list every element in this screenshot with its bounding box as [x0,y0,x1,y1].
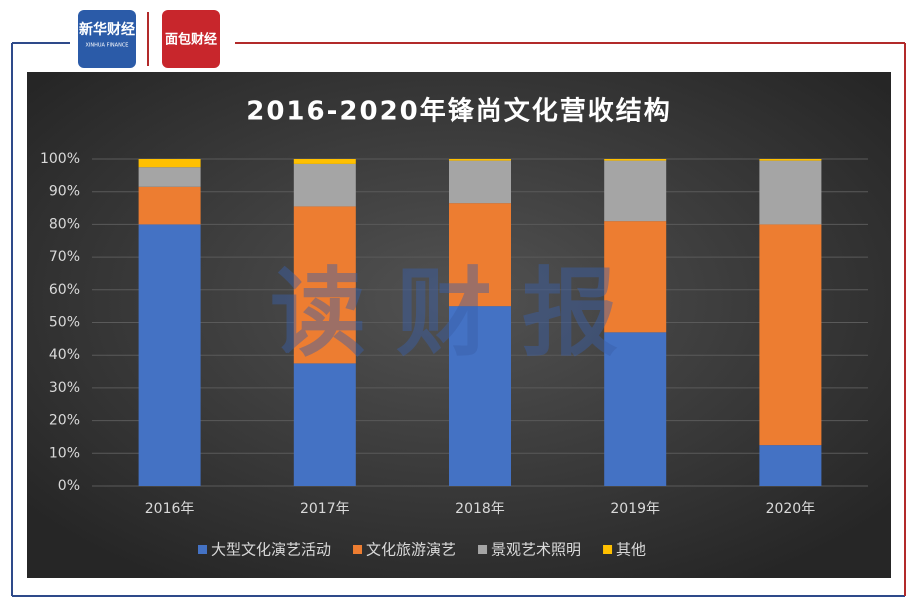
x-tick-label: 2020年 [766,501,816,517]
logo-left-sub: XINHUA FINANCE [86,43,129,49]
y-tick-label: 100% [40,151,80,167]
bar-segment [759,159,822,161]
y-tick-label: 80% [49,216,80,232]
logo-left-text: 新华财经 [79,21,135,38]
legend-swatch [603,545,613,554]
y-tick-label: 90% [49,184,80,200]
logo-right [162,10,220,68]
y-tick-label: 10% [49,445,80,461]
legend-swatch [353,545,363,554]
bar-segment [759,224,822,446]
y-tick-label: 0% [58,478,80,494]
bar-segment [449,160,511,204]
bar-segment [604,332,667,486]
x-tick-label: 2019年 [610,501,660,517]
bar-segment [759,160,822,225]
bar-segment [293,163,356,207]
x-tick-label: 2017年 [300,501,350,517]
bar-segment [449,159,511,161]
y-tick-label: 60% [49,282,80,298]
y-tick-label: 30% [49,380,80,396]
bar-segment [293,206,356,364]
bar-segment [138,159,201,168]
y-tick-label: 50% [49,315,80,331]
bar-segment [293,363,356,486]
legend-label: 其他 [616,541,646,559]
legend-swatch [198,545,207,554]
bar-segment [604,160,667,222]
legend-label: 大型文化演艺活动 [211,541,331,559]
bar-segment [138,167,201,187]
legend-label: 文化旅游演艺 [366,541,456,559]
logo-right-text: 面包财经 [165,32,217,48]
bar-segment [759,445,822,486]
x-tick-label: 2018年 [455,501,505,517]
chart-title: 2016-2020年锋尚文化营收结构 [246,96,672,127]
bar-segment [604,221,667,333]
bar-segment [293,159,356,164]
legend-label: 景观艺术照明 [491,541,581,559]
watermark: 读财报 [270,257,648,369]
y-tick-label: 40% [49,347,80,363]
legend-swatch [478,545,488,554]
bar-segment [604,159,667,161]
x-tick-label: 2016年 [145,501,195,517]
bar-segment [449,203,511,307]
logo-left [78,10,136,68]
y-tick-label: 70% [49,249,80,265]
bar-segment [138,186,201,225]
y-tick-label: 20% [49,413,80,429]
bar-segment [449,306,511,486]
bar-segment [138,224,201,486]
